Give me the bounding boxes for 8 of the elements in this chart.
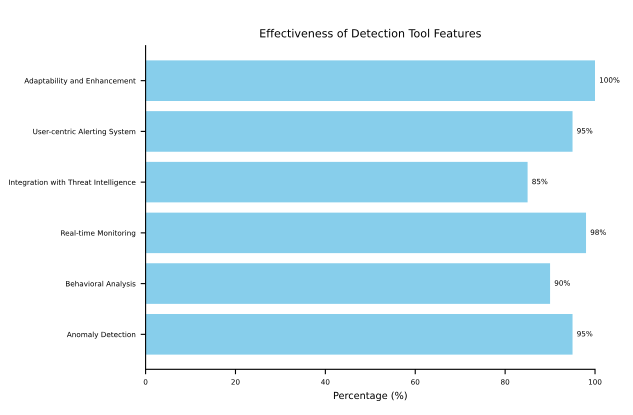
x-axis-title: Percentage (%)	[334, 392, 407, 402]
bar	[146, 60, 596, 101]
bar	[146, 212, 586, 254]
bar	[146, 263, 550, 304]
bar	[146, 111, 573, 152]
chart-title: Effectiveness of Detection Tool Features	[260, 28, 481, 38]
bar	[146, 162, 528, 202]
bar	[146, 314, 573, 355]
